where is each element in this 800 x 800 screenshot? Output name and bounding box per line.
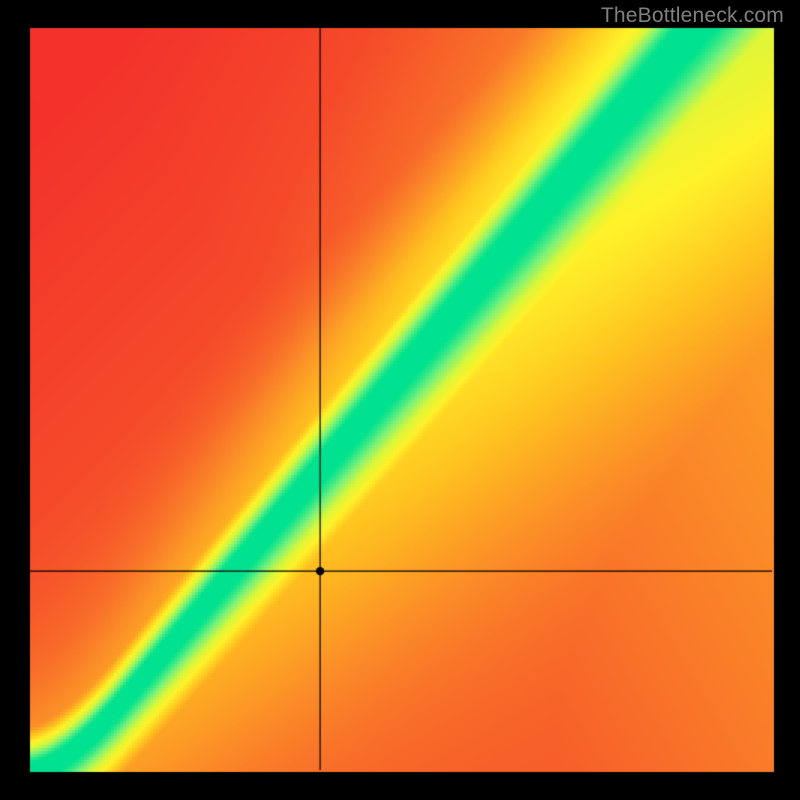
heatmap-canvas	[0, 0, 800, 800]
chart-container: TheBottleneck.com	[0, 0, 800, 800]
watermark-label: TheBottleneck.com	[601, 4, 784, 28]
